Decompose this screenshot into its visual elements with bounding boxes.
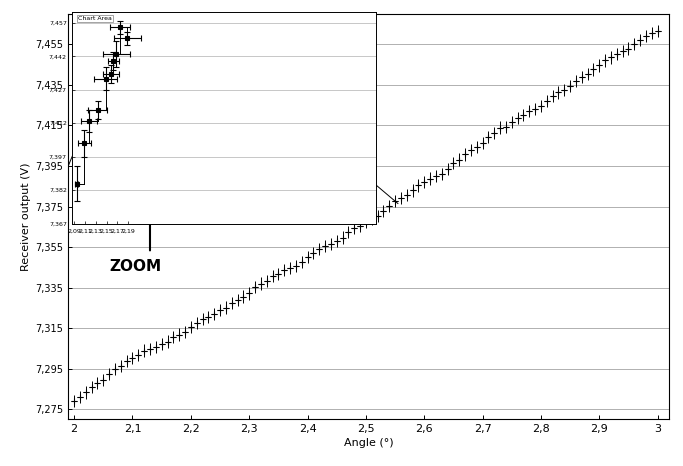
Y-axis label: Receiver output (V): Receiver output (V) <box>21 163 31 271</box>
Text: ZOOM: ZOOM <box>109 259 161 274</box>
X-axis label: Angle (°): Angle (°) <box>344 439 393 448</box>
Bar <box>121 38 203 200</box>
Text: Chart Area: Chart Area <box>78 16 111 21</box>
